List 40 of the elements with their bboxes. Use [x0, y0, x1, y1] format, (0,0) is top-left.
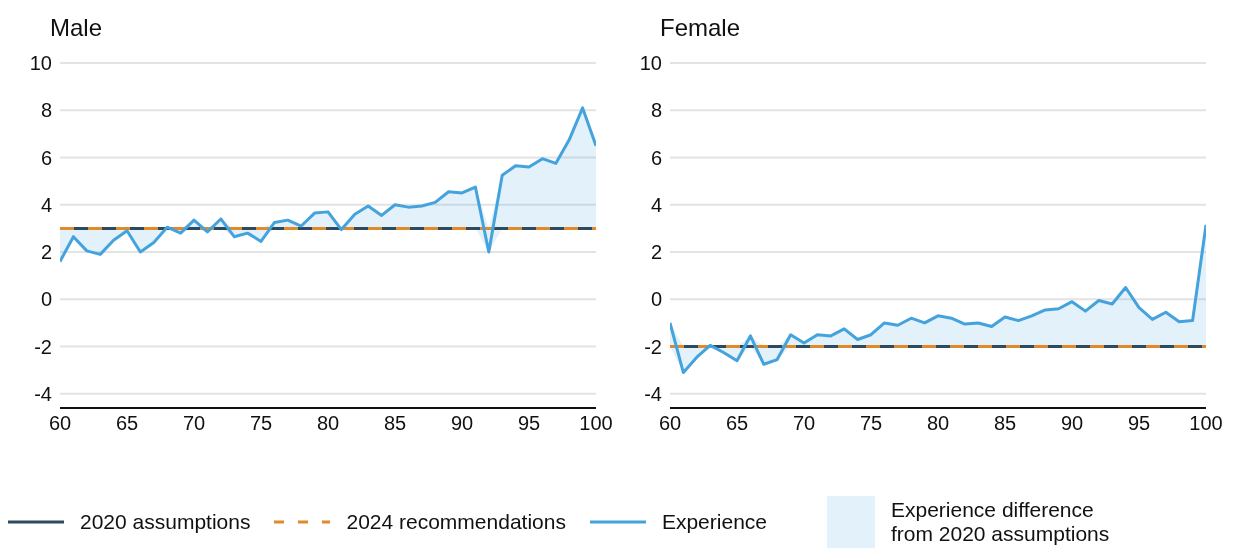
x-tick-label: 100 — [1189, 412, 1223, 435]
x-tick-label: 65 — [725, 412, 749, 435]
y-tick-label: 0 — [650, 288, 662, 311]
x-tick-label: 100 — [579, 412, 613, 435]
x-tick-label: 70 — [792, 412, 816, 435]
y-tick-label: 6 — [40, 146, 52, 169]
x-tick-label: 70 — [182, 412, 206, 435]
x-tick-label: 60 — [658, 412, 682, 435]
x-tick-label: 60 — [48, 412, 72, 435]
y-tick-label: 8 — [650, 99, 662, 122]
y-tick-label: 2 — [650, 241, 662, 264]
x-tick-label: 75 — [249, 412, 273, 435]
x-tick-label: 85 — [993, 412, 1017, 435]
y-tick-label: -4 — [644, 382, 662, 405]
y-tick-label: 10 — [639, 52, 662, 75]
chart-title: Male — [50, 14, 103, 42]
x-tick-label: 90 — [450, 412, 474, 435]
text: Experience difference from 2020 assumptions — [890, 498, 1111, 546]
y-tick-label: -2 — [34, 335, 52, 358]
chart-title: Female — [660, 14, 741, 42]
y-tick-label: 2 — [40, 241, 52, 264]
legend-label: 2024 recommendations — [346, 510, 566, 534]
y-tick-label: 4 — [650, 193, 662, 216]
y-tick-label: 8 — [40, 99, 52, 122]
y-tick-label: -4 — [34, 382, 52, 405]
x-tick-label: 95 — [1127, 412, 1151, 435]
y-tick-label: 6 — [650, 146, 662, 169]
x-tick-label: 75 — [859, 412, 883, 435]
y-tick-label: -2 — [644, 335, 662, 358]
y-tick-label: 0 — [40, 288, 52, 311]
y-tick-label: 4 — [40, 193, 52, 216]
x-tick-label: 65 — [115, 412, 139, 435]
x-tick-label: 95 — [517, 412, 541, 435]
y-tick-label: 10 — [29, 52, 52, 75]
x-tick-label: 90 — [1060, 412, 1084, 435]
legend-label: 2020 assumptions — [80, 510, 251, 534]
legend-label: Experience — [661, 510, 767, 534]
x-tick-label: 80 — [316, 412, 340, 435]
x-tick-label: 80 — [926, 412, 950, 435]
x-tick-label: 85 — [383, 412, 407, 435]
